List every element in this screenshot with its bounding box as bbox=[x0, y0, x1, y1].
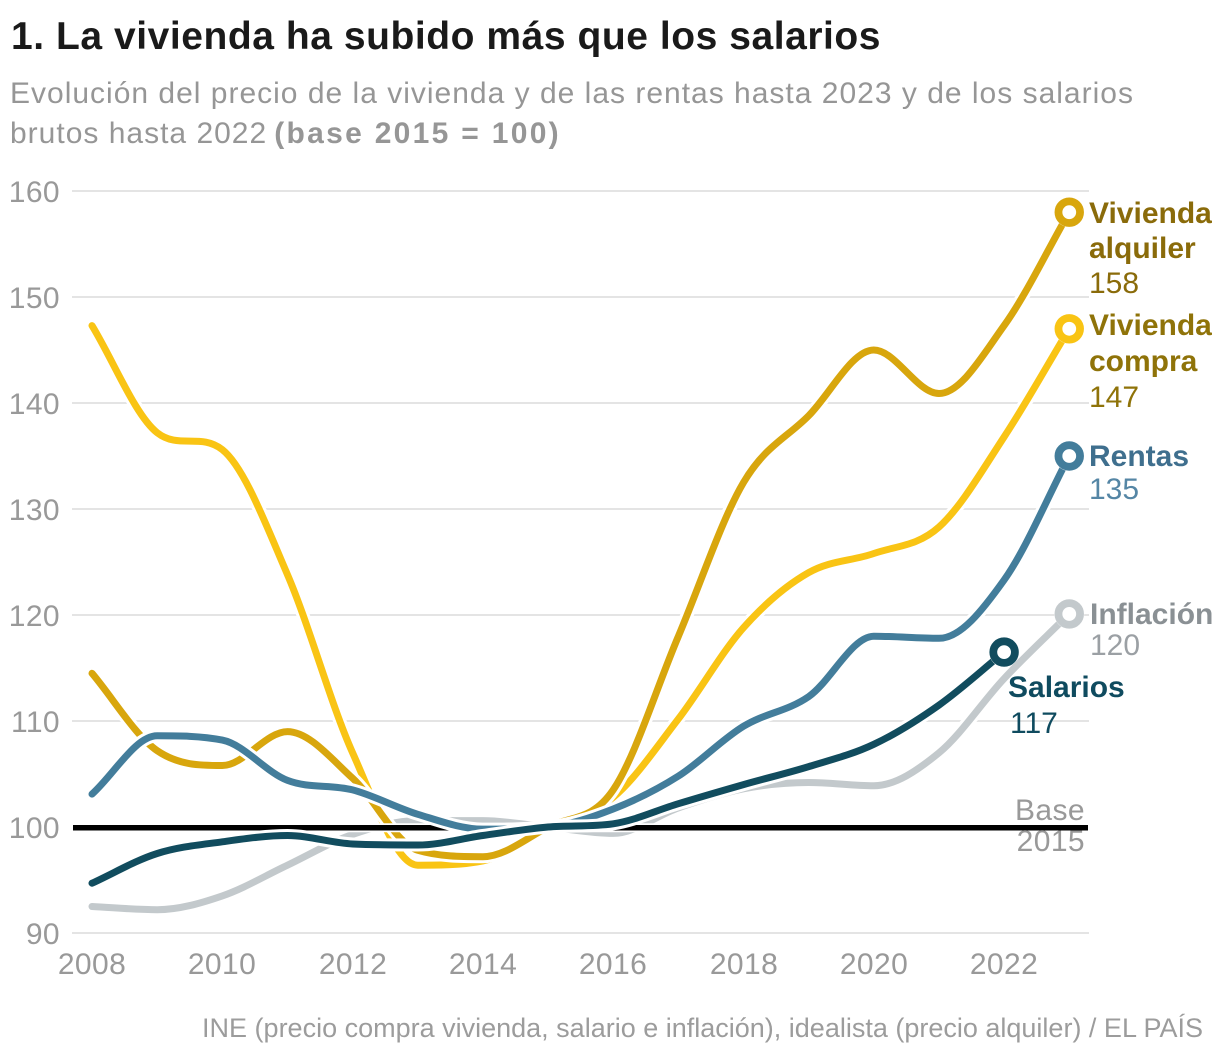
svg-text:alquiler: alquiler bbox=[1089, 232, 1196, 265]
svg-text:120: 120 bbox=[9, 600, 60, 633]
svg-text:2012: 2012 bbox=[319, 948, 387, 981]
svg-text:90: 90 bbox=[26, 918, 60, 951]
svg-text:brutos hasta 2022 (base 2015 =: brutos hasta 2022 (base 2015 = 100) bbox=[10, 117, 561, 150]
svg-text:Rentas: Rentas bbox=[1089, 440, 1189, 473]
svg-text:Evolución del precio de la viv: Evolución del precio de la vivienda y de… bbox=[10, 77, 1134, 110]
svg-text:117: 117 bbox=[1010, 707, 1058, 740]
svg-text:2022: 2022 bbox=[970, 948, 1038, 981]
svg-text:2015: 2015 bbox=[1017, 825, 1085, 858]
svg-text:compra: compra bbox=[1089, 345, 1198, 378]
svg-text:150: 150 bbox=[9, 282, 60, 315]
svg-text:Base: Base bbox=[1015, 794, 1085, 827]
svg-text:100: 100 bbox=[9, 812, 60, 845]
svg-text:Inflación: Inflación bbox=[1090, 598, 1213, 631]
svg-text:140: 140 bbox=[9, 388, 60, 421]
svg-text:2010: 2010 bbox=[188, 948, 256, 981]
svg-text:110: 110 bbox=[11, 706, 60, 739]
svg-text:147: 147 bbox=[1089, 381, 1139, 414]
svg-text:1. La vivienda ha subido más q: 1. La vivienda ha subido más que los sal… bbox=[11, 15, 881, 58]
svg-text:Vivienda: Vivienda bbox=[1089, 309, 1212, 342]
svg-text:2008: 2008 bbox=[58, 948, 126, 981]
svg-text:INE (precio compra vivienda, s: INE (precio compra vivienda, salario e i… bbox=[202, 1013, 1203, 1043]
svg-text:158: 158 bbox=[1089, 267, 1139, 300]
svg-text:130: 130 bbox=[9, 494, 60, 527]
svg-text:160: 160 bbox=[9, 176, 60, 209]
svg-text:135: 135 bbox=[1089, 473, 1139, 506]
svg-text:120: 120 bbox=[1090, 629, 1140, 662]
svg-text:2016: 2016 bbox=[579, 948, 647, 981]
svg-text:2020: 2020 bbox=[840, 948, 908, 981]
svg-text:2018: 2018 bbox=[710, 948, 778, 981]
svg-text:Salarios: Salarios bbox=[1008, 671, 1125, 704]
svg-text:2014: 2014 bbox=[449, 948, 517, 981]
svg-text:Vivienda: Vivienda bbox=[1089, 197, 1212, 230]
